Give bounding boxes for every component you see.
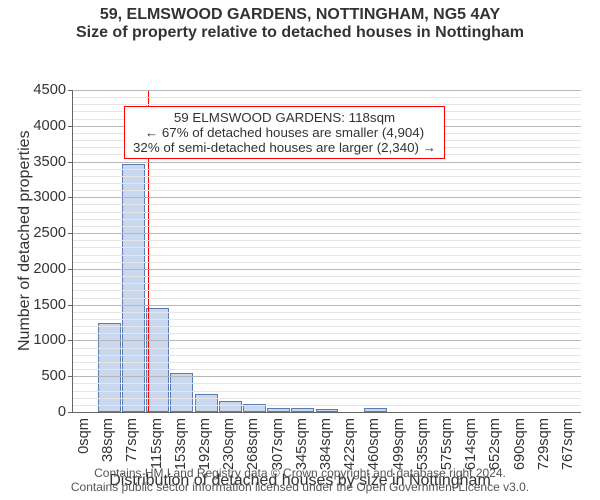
x-tick-label: 268sqm <box>245 418 261 470</box>
histogram-bar <box>291 408 314 412</box>
attribution: Contains HM Land Registry data © Crown c… <box>0 466 600 494</box>
histogram-bar <box>267 408 290 413</box>
minor-gridline <box>73 212 581 213</box>
histogram-bar <box>170 373 193 412</box>
x-tick-label: 499sqm <box>391 418 407 470</box>
y-tick-label: 4500 <box>33 82 66 98</box>
x-tick-label: 192sqm <box>197 418 213 470</box>
y-tick-mark <box>68 305 73 306</box>
minor-gridline <box>73 355 581 356</box>
minor-gridline <box>73 405 581 406</box>
x-tick-label: 690sqm <box>512 418 528 470</box>
x-tick-label: 345sqm <box>294 418 310 470</box>
minor-gridline <box>73 312 581 313</box>
minor-gridline <box>73 319 581 320</box>
minor-gridline <box>73 219 581 220</box>
y-tick-mark <box>68 269 73 270</box>
chart-container: 59, ELMSWOOD GARDENS, NOTTINGHAM, NG5 4A… <box>0 0 600 500</box>
minor-gridline <box>73 369 581 370</box>
callout-line-1: 59 ELMSWOOD GARDENS: 118sqm <box>133 110 436 125</box>
y-tick-mark <box>68 340 73 341</box>
minor-gridline <box>73 97 581 98</box>
x-tick-label: 77sqm <box>124 418 140 462</box>
x-tick-label: 652sqm <box>487 418 503 470</box>
major-gridline <box>73 376 581 377</box>
minor-gridline <box>73 348 581 349</box>
minor-gridline <box>73 262 581 263</box>
callout-line-2: ← 67% of detached houses are smaller (4,… <box>133 125 436 140</box>
y-tick-mark <box>68 197 73 198</box>
y-tick-label: 1500 <box>33 297 66 313</box>
histogram-bar <box>195 394 218 412</box>
y-tick-label: 3500 <box>33 154 66 170</box>
minor-gridline <box>73 290 581 291</box>
y-tick-label: 2000 <box>33 261 66 277</box>
minor-gridline <box>73 326 581 327</box>
minor-gridline <box>73 362 581 363</box>
x-tick-label: 0sqm <box>76 418 92 454</box>
major-gridline <box>73 197 581 198</box>
x-tick-label: 614sqm <box>463 418 479 470</box>
callout-line-3: 32% of semi-detached houses are larger (… <box>133 140 436 155</box>
x-tick-label: 535sqm <box>415 418 431 470</box>
callout-box: 59 ELMSWOOD GARDENS: 118sqm ← 67% of det… <box>124 106 445 159</box>
x-tick-label: 230sqm <box>221 418 237 470</box>
major-gridline <box>73 233 581 234</box>
y-tick-mark <box>68 376 73 377</box>
y-tick-mark <box>68 90 73 91</box>
attribution-line-2: Contains public sector information licen… <box>0 480 600 494</box>
histogram-bar <box>146 308 169 412</box>
x-tick-label: 307sqm <box>270 418 286 470</box>
minor-gridline <box>73 255 581 256</box>
major-gridline <box>73 340 581 341</box>
y-tick-label: 1000 <box>33 332 66 348</box>
minor-gridline <box>73 247 581 248</box>
minor-gridline <box>73 183 581 184</box>
y-axis-title: Number of detached properties <box>16 130 34 351</box>
y-tick-mark <box>68 233 73 234</box>
minor-gridline <box>73 204 581 205</box>
y-tick-label: 500 <box>42 368 66 384</box>
minor-gridline <box>73 226 581 227</box>
x-tick-label: 153sqm <box>173 418 189 470</box>
minor-gridline <box>73 169 581 170</box>
major-gridline <box>73 90 581 91</box>
minor-gridline <box>73 391 581 392</box>
major-gridline <box>73 162 581 163</box>
minor-gridline <box>73 298 581 299</box>
x-tick-label: 729sqm <box>536 418 552 470</box>
y-tick-label: 2500 <box>33 225 66 241</box>
minor-gridline <box>73 333 581 334</box>
major-gridline <box>73 305 581 306</box>
minor-gridline <box>73 398 581 399</box>
minor-gridline <box>73 240 581 241</box>
y-tick-mark <box>68 412 73 413</box>
histogram-bar <box>122 164 145 412</box>
minor-gridline <box>73 190 581 191</box>
minor-gridline <box>73 283 581 284</box>
x-tick-label: 575sqm <box>439 418 455 470</box>
y-tick-label: 3000 <box>33 189 66 205</box>
title-line-2: Size of property relative to detached ho… <box>0 24 600 42</box>
x-tick-label: 384sqm <box>318 418 334 470</box>
x-tick-label: 460sqm <box>366 418 382 470</box>
y-tick-mark <box>68 162 73 163</box>
minor-gridline <box>73 383 581 384</box>
x-tick-label: 115sqm <box>149 418 165 469</box>
x-tick-label: 38sqm <box>100 418 116 462</box>
histogram-bar <box>316 409 339 412</box>
x-tick-label: 422sqm <box>342 418 358 470</box>
major-gridline <box>73 269 581 270</box>
attribution-line-1: Contains HM Land Registry data © Crown c… <box>0 466 600 480</box>
title-line-1: 59, ELMSWOOD GARDENS, NOTTINGHAM, NG5 4A… <box>0 6 600 24</box>
minor-gridline <box>73 276 581 277</box>
y-tick-label: 4000 <box>33 118 66 134</box>
minor-gridline <box>73 176 581 177</box>
y-tick-label: 0 <box>58 404 66 420</box>
y-tick-mark <box>68 126 73 127</box>
x-tick-label: 767sqm <box>560 418 576 470</box>
histogram-bar <box>364 408 387 412</box>
histogram-bar <box>219 401 242 412</box>
